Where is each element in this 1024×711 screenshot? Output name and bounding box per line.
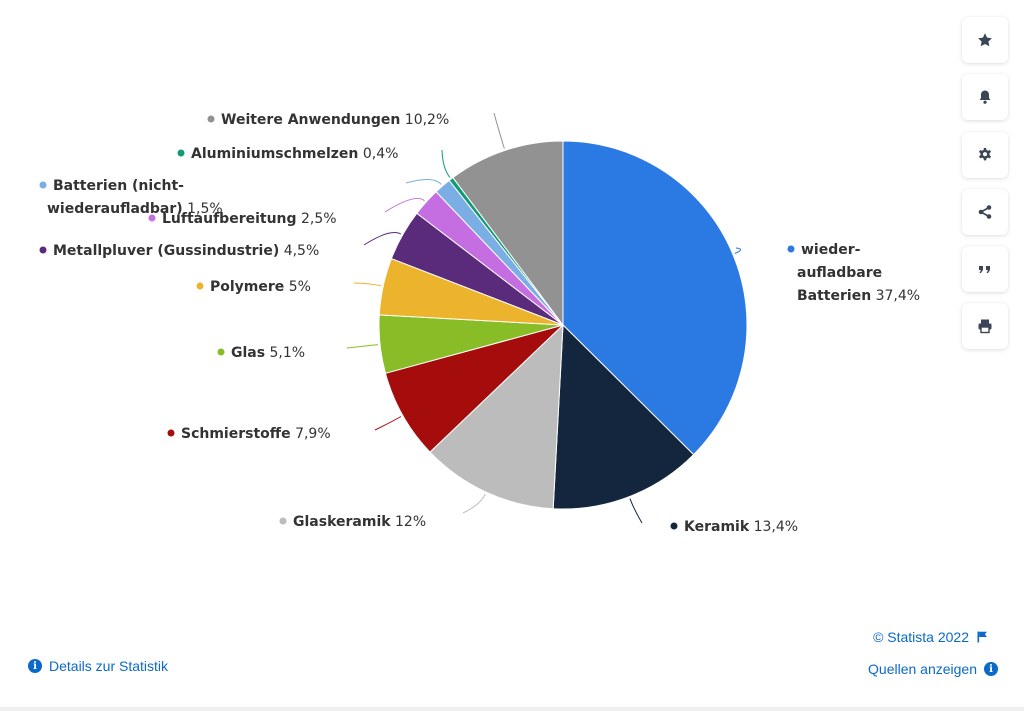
- slice-label-keramik: Keramik 13,4%: [684, 519, 798, 535]
- share-button[interactable]: [962, 189, 1008, 235]
- bell-icon: [979, 90, 991, 104]
- slice-value: 13,4%: [749, 519, 798, 535]
- sources-link[interactable]: Quellen anzeigen i: [868, 661, 998, 677]
- info-icon: i: [984, 662, 998, 676]
- slice-label-batterien-nicht-wiederaufladbar: Batterien (nicht-wiederaufladbar) 1,5%: [47, 178, 223, 217]
- sources-link-label: Quellen anzeigen: [868, 661, 977, 677]
- favorite-button[interactable]: [962, 17, 1008, 63]
- connector-line: [734, 247, 742, 254]
- bottom-divider: [0, 707, 1024, 711]
- connector-line: [462, 493, 486, 514]
- label-marker: [207, 115, 215, 123]
- label-marker: [167, 429, 175, 437]
- label-marker: [217, 348, 225, 356]
- quote-icon: [979, 266, 990, 273]
- connector-line: [629, 498, 643, 524]
- slice-label-schmierstoffe: Schmierstoffe 7,9%: [181, 426, 331, 442]
- copyright-text: © Statista 2022: [873, 629, 969, 645]
- slice-label-wieder-aufladbare-batterien: wieder-aufladbare Batterien 37,4%: [797, 242, 920, 304]
- slice-label-glaskeramik: Glaskeramik 12%: [293, 514, 426, 530]
- slice-value: 12%: [391, 514, 427, 530]
- connector-line: [441, 149, 451, 178]
- print-button[interactable]: [962, 303, 1008, 349]
- slice-value: 7,9%: [291, 426, 331, 442]
- share-icon: [978, 205, 992, 219]
- slice-label-metallpluver-gussindustrie: Metallpluver (Gussindustrie) 4,5%: [53, 243, 319, 259]
- pie-chart-svg: wieder-aufladbare Batterien 37,4% Keramik …: [39, 112, 920, 535]
- pie-slice-wieder-aufladbare-batterien[interactable]: [562, 140, 748, 456]
- slice-value: 5,1%: [265, 345, 305, 361]
- slice-label-weitere-anwendungen: Weitere Anwendungen 10,2%: [221, 112, 449, 128]
- gear-icon: [979, 148, 991, 161]
- label-marker: [196, 282, 204, 290]
- copyright-notice: © Statista 2022: [873, 629, 988, 645]
- slice-value: 5%: [284, 279, 311, 295]
- slice-value: 37,4%: [871, 288, 920, 304]
- pie-slice-keramik[interactable]: [552, 323, 695, 510]
- slice-value: 4,5%: [279, 243, 319, 259]
- connector-line: [405, 179, 442, 185]
- connector-line: [384, 198, 425, 213]
- label-marker: [39, 246, 47, 254]
- connector-line: [374, 416, 402, 431]
- label-marker: [148, 214, 156, 222]
- label-marker: [279, 517, 287, 525]
- label-marker: [177, 149, 185, 157]
- info-icon: i: [28, 659, 42, 673]
- slice-value: 0,4%: [358, 146, 398, 162]
- notification-button[interactable]: [962, 74, 1008, 120]
- print-icon: [978, 319, 992, 334]
- connector-line: [363, 232, 402, 246]
- slice-label-glas: Glas 5,1%: [231, 345, 305, 361]
- slice-label-polymere: Polymere 5%: [210, 279, 311, 295]
- connector-line: [346, 344, 379, 349]
- label-marker: [670, 522, 678, 530]
- pie-slice-weitere-anwendungen[interactable]: [452, 140, 564, 327]
- details-link[interactable]: i Details zur Statistik: [28, 658, 168, 674]
- label-marker: [787, 245, 795, 253]
- pie-chart: wieder-aufladbare Batterien 37,4% Keramik …: [39, 112, 920, 535]
- star-icon: [978, 33, 992, 47]
- slice-value: 1,5%: [183, 201, 223, 217]
- flag-icon[interactable]: [977, 631, 988, 643]
- connector-line: [493, 112, 505, 149]
- slice-label-aluminiumschmelzen: Aluminiumschmelzen 0,4%: [191, 146, 398, 162]
- settings-button[interactable]: [962, 132, 1008, 178]
- slice-value: 2,5%: [297, 211, 337, 227]
- slice-label-luftaufbereitung: Luftaufbereitung 2,5%: [162, 211, 337, 227]
- label-marker: [39, 181, 47, 189]
- slice-value: 10,2%: [400, 112, 449, 128]
- pie-slice-schmierstoffe[interactable]: [384, 324, 564, 453]
- cite-button[interactable]: [962, 246, 1008, 292]
- pie-slice-glaskeramik[interactable]: [429, 323, 564, 510]
- details-link-label: Details zur Statistik: [49, 658, 169, 674]
- connector-line: [353, 282, 382, 287]
